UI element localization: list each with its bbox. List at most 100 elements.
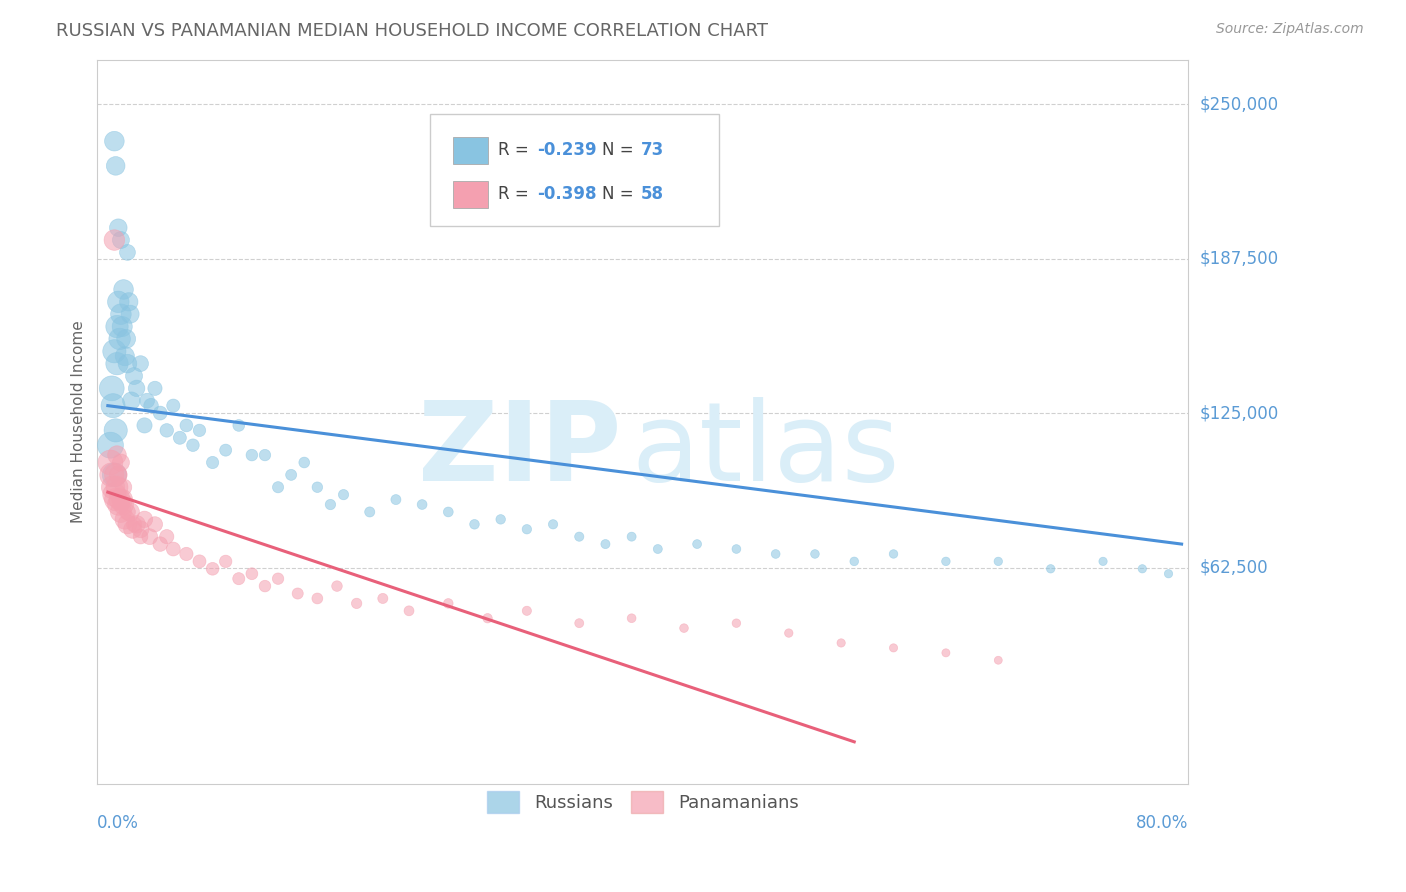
Point — [725, 541, 748, 556]
Text: 58: 58 — [641, 186, 664, 203]
Text: atlas: atlas — [631, 397, 900, 504]
Point — [108, 332, 131, 346]
Point — [105, 448, 128, 462]
Point — [110, 505, 132, 519]
Point — [463, 517, 485, 532]
FancyBboxPatch shape — [430, 114, 718, 227]
Point — [114, 512, 136, 526]
Point — [319, 498, 342, 512]
Point — [371, 591, 394, 606]
Point — [830, 636, 852, 650]
Point — [1092, 554, 1115, 568]
Point — [477, 611, 499, 625]
Point — [103, 134, 125, 148]
Point — [162, 541, 184, 556]
Point — [129, 522, 152, 536]
Point — [162, 399, 184, 413]
Point — [332, 488, 354, 502]
Point — [139, 399, 162, 413]
Point — [129, 530, 152, 544]
Point — [107, 467, 129, 482]
Point — [120, 307, 142, 321]
Text: 80.0%: 80.0% — [1136, 814, 1188, 832]
Point — [240, 566, 263, 581]
Point — [287, 586, 309, 600]
Point — [105, 480, 128, 494]
Y-axis label: Median Household Income: Median Household Income — [72, 320, 86, 523]
Point — [112, 480, 135, 494]
Text: $187,500: $187,500 — [1199, 250, 1278, 268]
Point — [935, 646, 957, 660]
Point — [346, 596, 368, 610]
Text: -0.398: -0.398 — [537, 186, 596, 203]
Point — [228, 572, 250, 586]
Point — [359, 505, 381, 519]
Point — [437, 505, 460, 519]
Point — [149, 537, 172, 551]
Point — [117, 517, 139, 532]
Point — [122, 517, 145, 532]
Text: R =: R = — [498, 186, 534, 203]
Point — [188, 423, 211, 437]
FancyBboxPatch shape — [453, 136, 488, 164]
Point — [765, 547, 787, 561]
Point — [117, 357, 139, 371]
Point — [398, 604, 420, 618]
Point — [516, 522, 538, 536]
Point — [112, 283, 135, 297]
Point — [844, 554, 866, 568]
Point — [169, 431, 191, 445]
Point — [110, 233, 132, 247]
Point — [267, 572, 290, 586]
Point — [292, 456, 315, 470]
Point — [437, 596, 460, 610]
Point — [103, 488, 125, 502]
Point — [107, 220, 129, 235]
Point — [104, 467, 127, 482]
Text: -0.239: -0.239 — [537, 142, 596, 160]
Point — [138, 530, 160, 544]
Point — [215, 554, 238, 568]
Point — [125, 517, 148, 532]
Point — [489, 512, 512, 526]
Point — [176, 418, 198, 433]
Point — [111, 492, 134, 507]
Point — [201, 562, 224, 576]
Point — [136, 393, 159, 408]
Text: N =: N = — [602, 186, 640, 203]
Point — [107, 498, 129, 512]
Point — [228, 418, 250, 433]
Point — [620, 530, 643, 544]
Point — [188, 554, 211, 568]
Point — [516, 604, 538, 618]
FancyBboxPatch shape — [453, 181, 488, 208]
Point — [240, 448, 263, 462]
Point — [100, 438, 122, 452]
Point — [104, 492, 127, 507]
Text: 73: 73 — [641, 142, 664, 160]
Point — [883, 640, 905, 655]
Point — [1039, 562, 1062, 576]
Point — [100, 456, 122, 470]
Point — [108, 492, 131, 507]
Point — [103, 467, 125, 482]
Legend: Russians, Panamanians: Russians, Panamanians — [478, 781, 807, 822]
Text: $62,500: $62,500 — [1199, 558, 1268, 576]
Point — [595, 537, 617, 551]
Point — [307, 591, 329, 606]
Point — [935, 554, 957, 568]
Point — [101, 480, 124, 494]
Point — [125, 381, 148, 395]
Point — [987, 653, 1010, 667]
Text: R =: R = — [498, 142, 534, 160]
Text: $250,000: $250,000 — [1199, 95, 1278, 113]
Point — [110, 307, 132, 321]
Point — [115, 332, 138, 346]
Point — [267, 480, 290, 494]
Point — [110, 456, 132, 470]
Text: RUSSIAN VS PANAMANIAN MEDIAN HOUSEHOLD INCOME CORRELATION CHART: RUSSIAN VS PANAMANIAN MEDIAN HOUSEHOLD I… — [56, 22, 768, 40]
Point — [103, 233, 125, 247]
Point — [129, 357, 152, 371]
Point — [149, 406, 172, 420]
Point — [307, 480, 329, 494]
